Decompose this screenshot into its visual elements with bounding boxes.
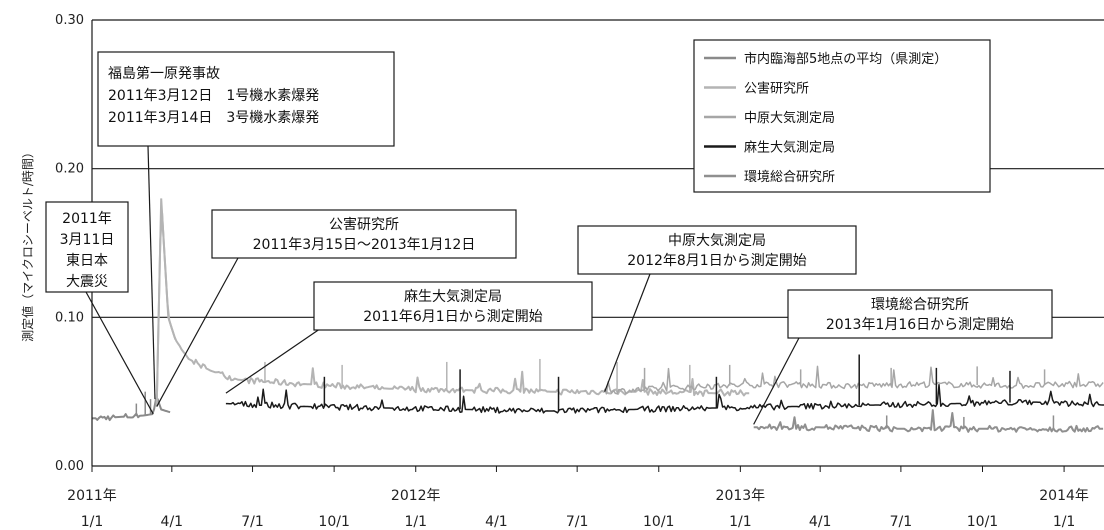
annotation-text: 2011年3月14日 3号機水素爆発 [108,110,319,126]
x-tick-label: 1/1 [404,514,427,530]
x-year-label: 2014年 [1039,488,1089,504]
x-tick-label: 7/1 [241,514,264,530]
annotation-text: 2011年3月12日 1号機水素爆発 [108,88,319,104]
annotation-text: 環境総合研究所 [871,297,969,313]
x-tick-label: 1/1 [1053,514,1076,530]
legend-label: 公害研究所 [744,81,809,97]
annotation-box [577,225,857,275]
x-tick-label: 4/1 [809,514,832,530]
legend-label: 市内臨海部5地点の平均（県測定） [744,51,947,67]
y-axis-label: 測定値（マイクロシーベルト/時間） [20,146,35,342]
legend-label: 中原大気測定局 [744,110,835,126]
legend: 市内臨海部5地点の平均（県測定） 公害研究所中原大気測定局麻生大気測定局環境総合研… [693,39,991,193]
x-tick-label: 1/1 [81,514,104,530]
x-tick-label: 7/1 [566,514,589,530]
annotation-box [45,201,129,293]
y-tick-label: 0.30 [55,13,84,28]
x-year-label: 2013年 [716,488,766,504]
annotation-text: 3月11日 [60,232,115,248]
annotation-text: 福島第一原発事故 [108,65,220,82]
series-line [753,409,1104,433]
annotation-text: 東日本 [66,253,108,269]
series-line [91,398,171,422]
x-tick-label: 10/1 [643,514,674,530]
annotation: 公害研究所 2011年3月15日～2013年1月12日 [156,209,517,407]
annotation-text: 麻生大気測定局 [404,289,502,305]
y-tick-label: 0.20 [55,162,84,177]
annotation: 麻生大気測定局 2011年6月1日から測定開始 [225,281,593,394]
y-tick-label: 0.00 [55,459,84,474]
x-tick-label: 7/1 [890,514,913,530]
annotation-text: 大震災 [66,274,108,290]
legend-label: 麻生大気測定局 [744,140,835,156]
annotation-text: 2012年8月1日から測定開始 [627,253,806,269]
legend-box [693,39,991,193]
annotation-text: 2011年3月15日～2013年1月12日 [253,237,476,253]
x-tick-label: 10/1 [318,514,349,530]
annotation: 中原大気測定局 2012年8月1日から測定開始 [577,225,857,392]
annotation: 福島第一原発事故 2011年3月12日 1号機水素爆発 2011年3月14日 3号機… [97,51,395,400]
annotation-leader [604,273,651,392]
annotation-leader [156,257,239,407]
annotations: 福島第一原発事故 2011年3月12日 1号機水素爆発 2011年3月14日 3号機… [45,51,1053,425]
annotation-box [211,209,517,259]
annotation-leader [85,291,154,415]
x-tick-label: 1/1 [729,514,752,530]
legend-label: 環境総合研究所 [744,170,835,185]
annotation-text: 2011年6月1日から測定開始 [363,309,542,325]
annotation-text: 2013年1月16日から測定開始 [826,317,1014,333]
x-year-label: 2011年 [67,488,117,504]
series-line [225,384,1104,414]
annotation: 環境総合研究所 2013年1月16日から測定開始 [753,289,1053,425]
series-line [603,365,1104,395]
series-line [155,212,750,407]
x-tick-label: 10/1 [967,514,998,530]
axes: 0.00 0.10 0.20 0.30 1/1 4/1 7/1 10/1 1/1 4/1 7/1 10… [55,13,1089,530]
x-year-label: 2012年 [391,488,441,504]
annotation-text: 公害研究所 [329,217,399,233]
annotation-leader [225,321,331,394]
annotation-box [787,289,1053,339]
series-peak [155,198,177,407]
annotation-box [97,51,395,147]
annotation-text: 2011年 [62,211,112,227]
x-tick-label: 4/1 [485,514,508,530]
annotation-text: 中原大気測定局 [668,233,766,249]
series-group [91,198,1104,433]
annotation-leader [147,145,156,400]
y-tick-label: 0.10 [55,310,84,325]
annotation-leader [753,335,801,425]
annotation-box [313,281,593,331]
x-tick-label: 4/1 [161,514,184,530]
